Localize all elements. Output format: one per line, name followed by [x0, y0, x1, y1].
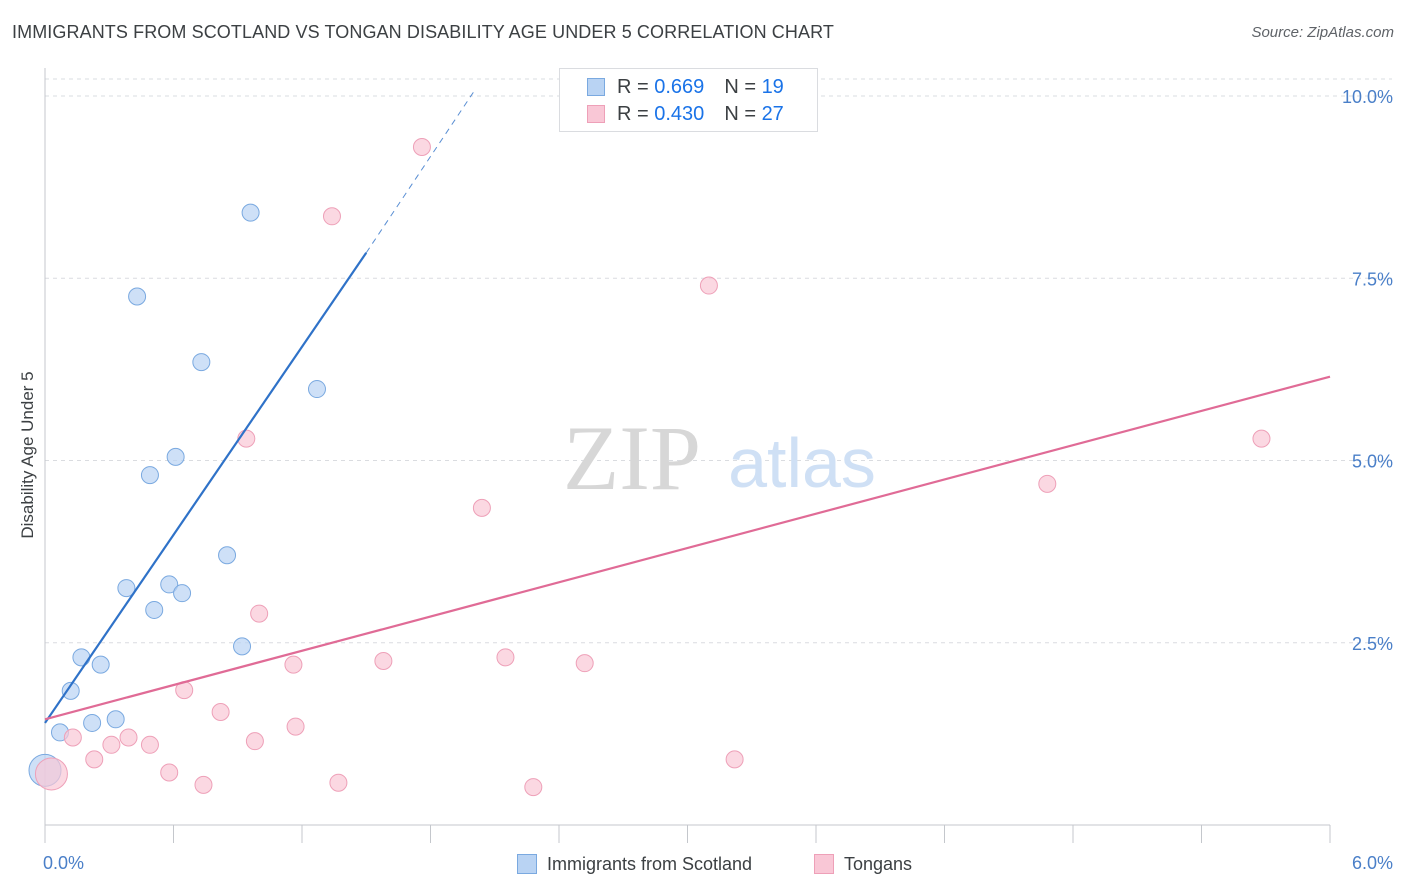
tongan-point [34, 757, 68, 791]
tongan-point [329, 773, 348, 792]
legend-n-value: 27 [761, 102, 784, 125]
trend-lines [44, 92, 1331, 724]
scotland-point [128, 287, 147, 306]
scotland-point [61, 681, 80, 700]
legend-n-label: N = [724, 75, 762, 98]
scotland-point [140, 466, 159, 485]
scotland-point [241, 203, 260, 222]
tongan-point [85, 750, 104, 769]
legend-r-label: R = [617, 102, 655, 125]
scotland-trend-extension [365, 92, 474, 254]
legend-n-value: 19 [761, 75, 784, 98]
scotland-point [160, 575, 179, 594]
scotland-point [192, 353, 211, 372]
legend-row-tongans: R = 0.430 N = 27 [587, 102, 784, 126]
legend-label-scotland: Immigrants from Scotland [547, 853, 753, 874]
scotland-point [233, 637, 252, 656]
tick-labels: 2.5% 5.0% 7.5% 10.0% 0.0% 6.0% [43, 87, 1393, 873]
legend-r-value: 0.430 [654, 102, 705, 125]
chart-source: Source: ZipAtlas.com [1251, 24, 1394, 41]
tongan-point [1038, 474, 1057, 493]
tongan-point [63, 728, 82, 747]
tongan-point [211, 703, 230, 722]
legend-swatch-blue [517, 854, 537, 874]
y-tick-label: 5.0% [1352, 452, 1393, 472]
watermark-atlas: atlas [728, 424, 876, 502]
scotland-point [166, 447, 185, 466]
scotland-point [83, 713, 102, 732]
scotland-point [91, 655, 110, 674]
data-points [28, 138, 1271, 797]
scotland-point [72, 648, 91, 667]
tongan-point [699, 276, 718, 295]
x-tick-label: 6.0% [1352, 853, 1393, 873]
scotland-point [218, 546, 237, 565]
scotland-point [117, 579, 136, 598]
tongan-point [524, 778, 543, 797]
scotland-trend-line [44, 252, 368, 724]
tongan-point [374, 651, 393, 670]
series-legend-scotland[interactable]: Immigrants from Scotland [517, 852, 752, 876]
legend-swatch-blue [587, 78, 605, 96]
gridlines [45, 78, 1392, 644]
legend-r-label: R = [617, 75, 655, 98]
scotland-point [173, 584, 192, 603]
tongan-point [160, 763, 179, 782]
tongan-point [472, 498, 491, 517]
y-tick-label: 7.5% [1352, 269, 1393, 289]
scotland-point [106, 710, 125, 729]
legend-swatch-pink [587, 105, 605, 123]
tongan-point [322, 207, 341, 226]
tongan-point [1252, 429, 1271, 448]
tongan-point [119, 728, 138, 747]
legend-swatch-pink [814, 854, 834, 874]
tongan-point [102, 735, 121, 754]
series-legend-tongans[interactable]: Tongans [814, 852, 912, 876]
scotland-point [307, 380, 326, 399]
tongan-point [286, 717, 305, 736]
tongan-point [194, 775, 213, 794]
chart-title: IMMIGRANTS FROM SCOTLAND VS TONGAN DISAB… [12, 22, 834, 42]
legend-row-scotland: R = 0.669 N = 19 [587, 75, 784, 99]
tongan-point [575, 654, 594, 673]
y-tick-label: 10.0% [1342, 87, 1393, 107]
tongan-point [245, 732, 264, 751]
tongan-trend-line [44, 375, 1331, 721]
tongan-point [140, 735, 159, 754]
x-tick-label: 0.0% [43, 853, 84, 873]
legend-r-value: 0.669 [654, 75, 705, 98]
axes [44, 68, 1331, 843]
scotland-point [145, 600, 164, 619]
watermark-zip: ZIP [563, 407, 701, 509]
tongan-point [412, 138, 431, 157]
legend-label-tongans: Tongans [844, 853, 913, 874]
tongan-point [284, 655, 303, 674]
tongan-point [250, 604, 269, 623]
legend-n-label: N = [724, 102, 762, 125]
tongan-point [496, 648, 515, 667]
y-tick-label: 2.5% [1352, 634, 1393, 654]
tongan-point [725, 750, 744, 769]
stats-legend: R = 0.669 N = 19 R = 0.430 N = 27 [559, 68, 818, 132]
